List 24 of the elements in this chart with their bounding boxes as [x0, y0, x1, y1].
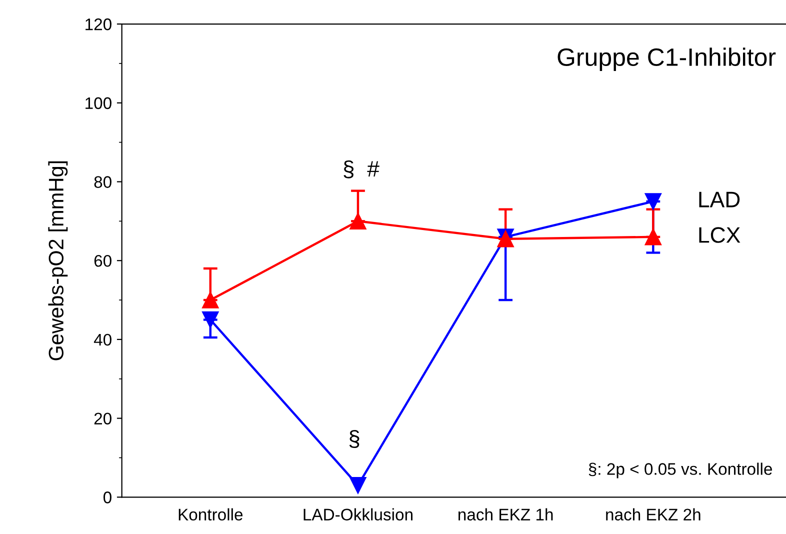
x-tick-label: nach EKZ 2h [606, 508, 700, 521]
y-axis-title: Gewebs-pO2 [mmHg] [48, 161, 68, 360]
point [350, 212, 366, 230]
y-tick-label: 40 [94, 334, 112, 346]
series-label: LCX [699, 227, 740, 243]
y-tick-label: 100 [86, 97, 112, 110]
x-tick-label: LAD-Okklusion [304, 508, 412, 521]
series-label: LAD [699, 192, 740, 208]
point [644, 228, 662, 246]
point [350, 476, 366, 494]
x-tick-label: Kontrolle [178, 508, 243, 521]
y-tick-label: 80 [94, 176, 112, 188]
annotation: § # [344, 160, 380, 178]
annotation: § [349, 430, 360, 448]
point [644, 193, 662, 210]
point [202, 292, 219, 308]
text: Gruppe C1-Inhibitor [558, 48, 776, 71]
annotation: §: 2p < 0.05 vs. Kontrolle [588, 462, 772, 478]
point [202, 311, 219, 328]
y-tick-label: 120 [86, 18, 112, 30]
y-tick-label: 60 [94, 254, 112, 267]
x-tick-label: nach EKZ 1h [458, 508, 553, 521]
y-tick-label: 20 [94, 412, 112, 425]
y-tick-label: 0 [103, 492, 112, 504]
